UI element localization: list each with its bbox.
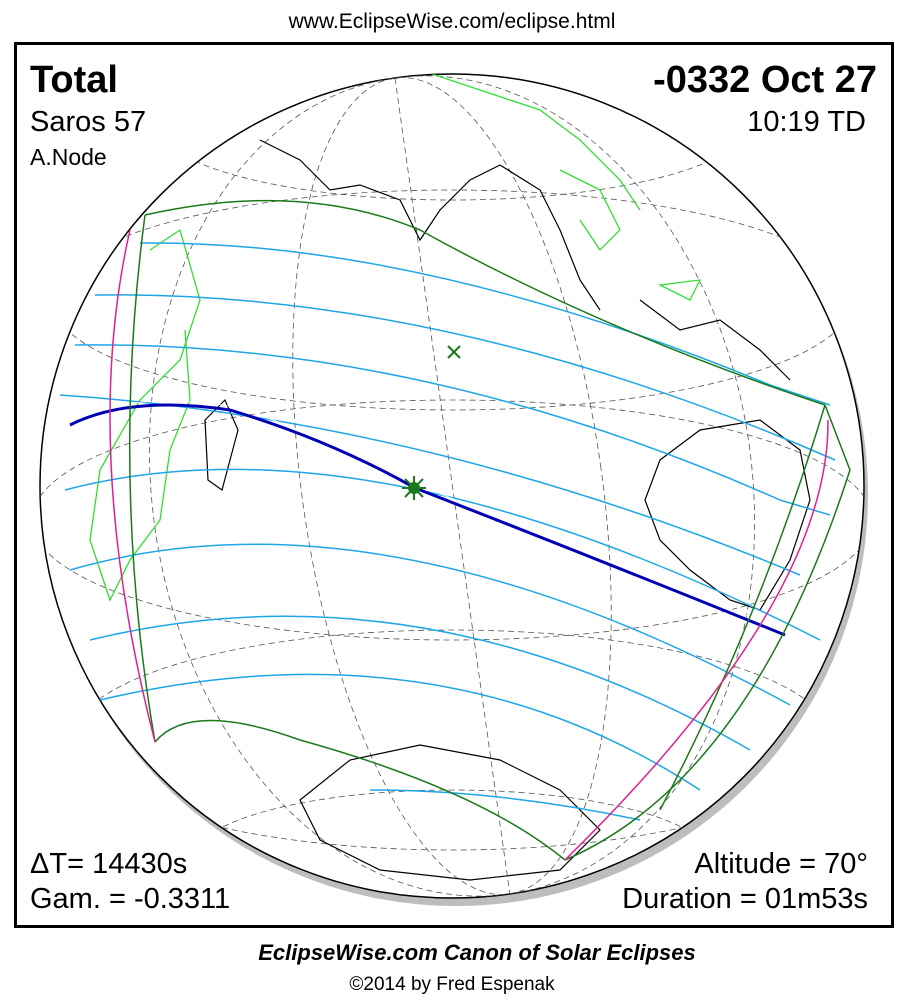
subsolar-marker (402, 476, 426, 500)
penumbra-limits (128, 199, 851, 861)
central-line (69, 403, 786, 637)
greatest-eclipse-marker (447, 345, 461, 359)
date: -0332 Oct 27 (653, 59, 877, 101)
central-line-gap (69, 400, 786, 632)
globe (39, 73, 865, 899)
eclipse-type: Total (30, 59, 118, 101)
footer-title: EclipseWise.com Canon of Solar Eclipses (258, 940, 696, 965)
globe-content (40, 74, 864, 898)
coastlines (204, 139, 811, 881)
delta-t: ΔT= 14430s (30, 848, 187, 880)
time: 10:19 TD (747, 106, 866, 138)
duration: Duration = 01m53s (622, 883, 868, 915)
url: www.EclipseWise.com/eclipse.html (288, 10, 616, 33)
node: A.Node (30, 144, 107, 170)
rise-set-curves (109, 229, 829, 861)
credit: ©2014 by Fred Espenak (349, 974, 555, 995)
saros: Saros 57 (30, 106, 146, 138)
gamma: Gam. = -0.3311 (30, 883, 230, 915)
altitude: Altitude = 70° (694, 848, 868, 880)
